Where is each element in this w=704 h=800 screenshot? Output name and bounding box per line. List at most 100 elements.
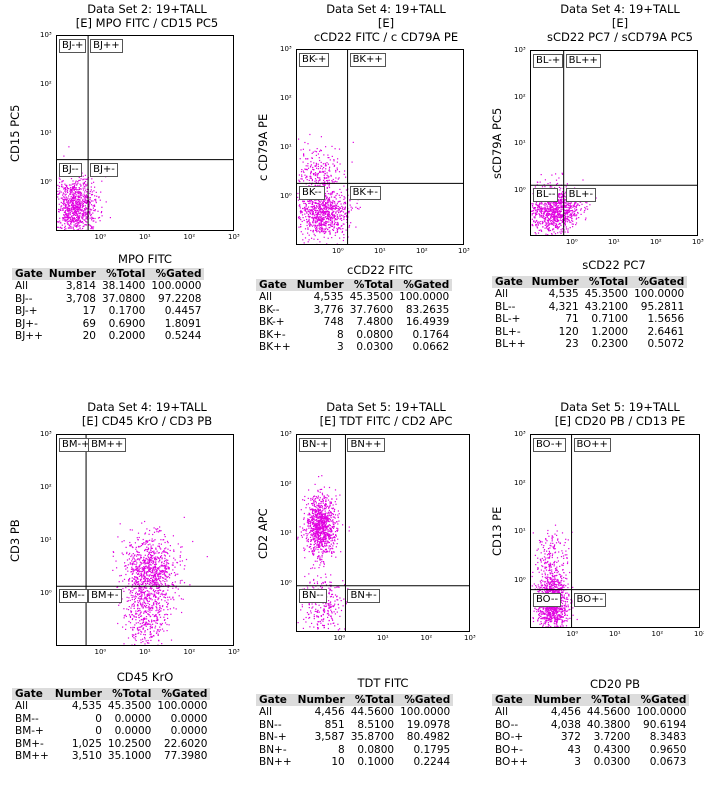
event-point — [158, 634, 159, 635]
event-point — [175, 574, 176, 575]
table-cell: 0 — [52, 725, 105, 737]
event-point — [341, 220, 342, 221]
event-point — [184, 517, 185, 518]
table-row[interactable]: BM+- 1,025 10.2500 22.6020 — [12, 738, 210, 750]
table-cell: 8 — [294, 329, 347, 341]
event-point — [304, 550, 305, 551]
table-row[interactable]: All 4,535 45.3500 100.0000 — [256, 291, 452, 303]
event-point — [339, 513, 340, 514]
table-row[interactable]: All 4,535 45.3500 100.0000 — [12, 700, 210, 712]
gate-label[interactable]: BM++ — [88, 438, 126, 452]
event-point — [312, 212, 313, 213]
event-point — [565, 223, 566, 224]
event-point — [149, 601, 150, 602]
event-point — [547, 205, 548, 206]
event-point — [315, 172, 316, 173]
event-point — [131, 595, 132, 596]
event-point — [140, 631, 141, 632]
event-point — [76, 209, 77, 210]
gate-label[interactable]: BM+- — [88, 589, 121, 603]
event-point — [148, 571, 149, 572]
gate-label[interactable]: BJ++ — [90, 39, 123, 53]
column-header: %Total — [105, 688, 154, 700]
table-row[interactable]: BL-+ 71 0.7100 1.5656 — [492, 313, 687, 325]
event-point — [313, 230, 314, 231]
event-point — [151, 583, 152, 584]
table-row[interactable]: BK-+ 748 7.4800 16.4939 — [256, 316, 452, 328]
gate-label[interactable]: BL++ — [566, 54, 601, 68]
event-point — [135, 569, 136, 570]
event-point — [333, 504, 334, 505]
table-row[interactable]: BJ-+ 17 0.1700 0.4457 — [12, 305, 204, 317]
event-point — [322, 539, 323, 540]
column-header: Number — [294, 279, 347, 291]
event-point — [309, 180, 310, 181]
x-axis-label: cCD22 FITC — [296, 263, 464, 277]
event-point — [139, 610, 140, 611]
event-point — [139, 596, 140, 597]
event-point — [318, 230, 319, 231]
table-row[interactable]: BK-- 3,776 37.7600 83.2635 — [256, 304, 452, 316]
event-point — [82, 207, 83, 208]
event-point — [121, 575, 122, 576]
gate-label[interactable]: BK-- — [299, 186, 325, 200]
gate-label[interactable]: BL-+ — [533, 54, 563, 68]
event-point — [95, 222, 96, 223]
table-row[interactable]: BM++ 3,510 35.1000 77.3980 — [12, 750, 210, 762]
event-point — [326, 544, 327, 545]
event-point — [313, 220, 314, 221]
event-point — [72, 206, 73, 207]
event-point — [89, 212, 90, 213]
gate-label[interactable]: BJ-- — [59, 163, 82, 177]
gate-label[interactable]: BM-- — [59, 589, 88, 603]
event-point — [95, 209, 96, 210]
table-row[interactable]: BJ-- 3,708 37.0800 97.2208 — [12, 293, 204, 305]
event-point — [162, 623, 163, 624]
event-point — [65, 206, 66, 207]
event-point — [148, 544, 149, 545]
table-row[interactable]: All 4,535 45.3500 100.0000 — [492, 288, 687, 300]
gate-label[interactable]: BK-+ — [299, 53, 329, 67]
event-point — [318, 535, 319, 536]
event-point — [315, 537, 316, 538]
event-point — [175, 575, 176, 576]
gate-label[interactable]: BL-- — [533, 188, 558, 202]
event-point — [146, 618, 147, 619]
event-point — [130, 622, 131, 623]
gate-label[interactable]: BJ-+ — [59, 39, 86, 53]
gate-label[interactable]: BK+- — [350, 186, 381, 200]
table-row[interactable]: All 3,814 38.1400 100.0000 — [12, 280, 204, 292]
table-cell: 22.6020 — [154, 738, 210, 750]
table-row[interactable]: BL++ 23 0.2300 0.5072 — [492, 338, 687, 350]
event-point — [157, 528, 158, 529]
table-row[interactable]: BJ++ 20 0.2000 0.5244 — [12, 330, 204, 342]
event-point — [138, 581, 139, 582]
event-point — [547, 229, 548, 230]
gate-label[interactable]: BK++ — [350, 53, 386, 67]
event-point — [566, 205, 567, 206]
event-point — [319, 157, 320, 158]
event-point — [153, 572, 154, 573]
table-row[interactable]: BL+- 120 1.2000 2.6461 — [492, 326, 687, 338]
event-point — [159, 559, 160, 560]
event-point — [67, 222, 68, 223]
event-point — [155, 528, 156, 529]
table-row[interactable]: BM-+ 0 0.0000 0.0000 — [12, 725, 210, 737]
event-point — [330, 203, 331, 204]
event-point — [343, 211, 344, 212]
gate-label[interactable]: BJ+- — [90, 163, 118, 177]
event-point — [68, 211, 69, 212]
event-point — [335, 197, 336, 198]
event-point — [91, 204, 92, 205]
table-row[interactable]: BM-- 0 0.0000 0.0000 — [12, 713, 210, 725]
event-point — [64, 215, 65, 216]
table-row[interactable]: BK++ 3 0.0300 0.0662 — [256, 341, 452, 353]
table-row[interactable]: BJ+- 69 0.6900 1.8091 — [12, 318, 204, 330]
table-row[interactable]: BK+- 8 0.0800 0.1764 — [256, 329, 452, 341]
event-point — [159, 547, 160, 548]
event-point — [313, 239, 314, 240]
event-point — [132, 630, 133, 631]
gate-label[interactable]: BL+- — [566, 188, 596, 202]
event-point — [330, 503, 331, 504]
table-row[interactable]: BL-- 4,321 43.2100 95.2811 — [492, 301, 687, 313]
